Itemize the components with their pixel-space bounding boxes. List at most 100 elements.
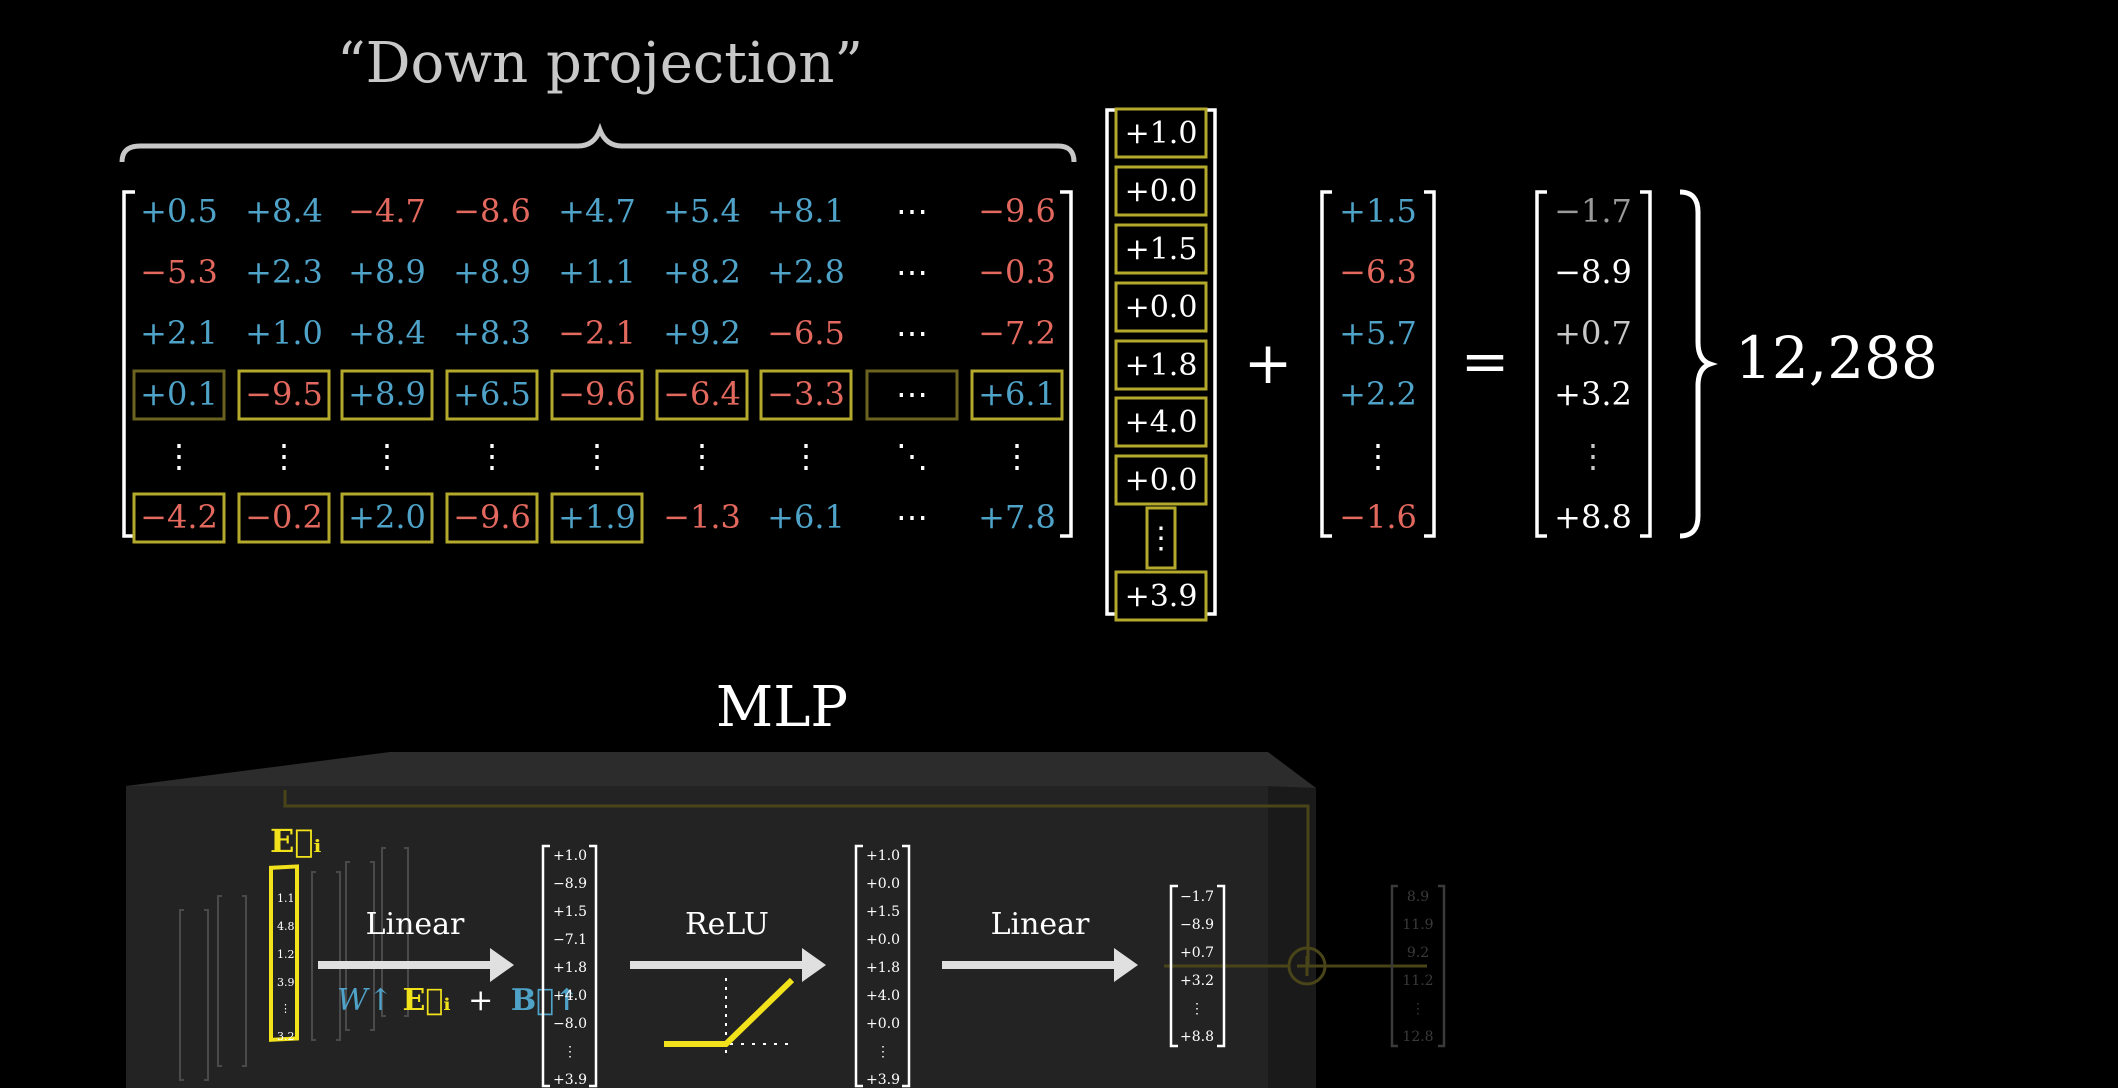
bias-right-bracket (1424, 190, 1436, 538)
mlp-vector-value: +0.0 (866, 1016, 900, 1032)
matrix-cell: ⋱ (896, 437, 928, 475)
linear1-label: Linear (366, 907, 465, 942)
bias-left-bracket (1320, 190, 1332, 538)
mlp-vector-3: −1.7 −8.9 +0.7 +3.2 ⋮ +8.8 (1180, 889, 1214, 1045)
matrix-cell: +5.4 (663, 192, 741, 230)
matrix-cell: −3.3 (767, 375, 845, 413)
svg-text:1.1: 1.1 (277, 892, 295, 905)
mlp-vector-2: +1.0 +0.0 +1.5 +0.0 +1.8 +4.0 +0.0 ⋮ +3.9 (866, 848, 900, 1088)
matrix-cell: −9.5 (245, 375, 323, 413)
result-value: −1.7 (1554, 192, 1632, 230)
hidden-value: +4.0 (1125, 405, 1198, 440)
mlp-vector-value: +1.0 (866, 848, 900, 864)
matrix-cell: +8.4 (348, 314, 426, 352)
hidden-cell-box (1114, 396, 1208, 448)
matrix-cell: ⋮ (476, 437, 508, 475)
linear1-arrow-head (490, 948, 514, 982)
matrix-cell: +2.1 (140, 314, 218, 352)
mlp-box-side (1268, 786, 1316, 1088)
mlp-vector-value: +1.8 (553, 960, 587, 976)
embedding-column-values: 1.1 4.8 1.2 3.9 ⋮ 3.2 (277, 892, 295, 1043)
mlp-title: MLP (716, 675, 848, 740)
hidden-vector-right-bracket (1205, 108, 1217, 616)
hidden-cell-box (1114, 223, 1208, 275)
matrix-cell: +6.1 (767, 498, 845, 536)
mlp-vector-value: +8.8 (1180, 1029, 1214, 1045)
mlp-vector-value: +4.0 (866, 988, 900, 1004)
matrix-cell: +7.8 (978, 498, 1056, 536)
dimension-label: 12,288 (1735, 324, 1938, 392)
matrix-cell: +8.9 (453, 253, 531, 291)
mlp-vector-value: ⋮ (563, 1044, 577, 1060)
hidden-value: +1.0 (1125, 116, 1198, 151)
bias-value: +5.7 (1339, 314, 1417, 352)
vec1-left-bracket (541, 844, 550, 1088)
matrix-cell-box (237, 492, 331, 544)
mlp-vector-value: +3.9 (553, 1072, 587, 1088)
matrix-cell: +8.2 (663, 253, 741, 291)
hidden-cell-box (1114, 339, 1208, 391)
hidden-cell-box (1114, 454, 1208, 506)
matrix-cell-box (340, 369, 434, 421)
result-value: ⋮ (1577, 437, 1609, 475)
svg-text:⋮: ⋮ (280, 1002, 291, 1015)
matrix-cell-box (132, 369, 226, 421)
matrix-cell: ⋮ (581, 437, 613, 475)
mlp-vector-value: +3.9 (866, 1072, 900, 1088)
hidden-value: +0.0 (1125, 463, 1198, 498)
vec1-right-bracket (589, 844, 598, 1088)
matrix-cell-box (550, 492, 644, 544)
linear2-label: Linear (991, 907, 1090, 942)
matrix-cell: +0.5 (140, 192, 218, 230)
bias-value: +1.5 (1339, 192, 1417, 230)
matrix-cell: +4.7 (558, 192, 636, 230)
matrix-cell: +2.0 (348, 498, 426, 536)
right-brace (1679, 189, 1718, 539)
bias-value: −6.3 (1339, 253, 1417, 291)
hidden-cell-box (1114, 570, 1208, 622)
result-left-bracket (1535, 190, 1547, 538)
matrix-cell: −6.4 (663, 375, 741, 413)
hidden-cell-box (1114, 107, 1208, 159)
matrix-cell: −5.3 (140, 253, 218, 291)
mlp-vector-value: ⋮ (876, 1044, 890, 1060)
result-value: +8.8 (1554, 498, 1632, 536)
top-brace (119, 122, 1077, 163)
matrix-cell: −2.1 (558, 314, 636, 352)
mlp-vector-value: +0.7 (1180, 945, 1214, 961)
matrix-cell-box (237, 369, 331, 421)
faded-vec-right-bracket (1438, 884, 1446, 1048)
matrix-cell: ⋯ (896, 253, 928, 291)
bias-value: −1.6 (1339, 498, 1417, 536)
mlp-box-front (126, 786, 1268, 1088)
hidden-value: +0.0 (1125, 290, 1198, 325)
mlp-vector-value: +4.0 (553, 988, 587, 1004)
embedding-label: E⃗ᵢ (270, 822, 322, 860)
matrix-cell: ⋮ (686, 437, 718, 475)
mlp-vector-value: 12.8 (1402, 1029, 1433, 1045)
vec3-right-bracket (1217, 884, 1226, 1048)
svg-text:4.8: 4.8 (277, 920, 295, 933)
faded-vec-left-bracket (1390, 884, 1398, 1048)
plus-operator: + (1244, 329, 1293, 397)
hidden-value: +3.9 (1125, 579, 1198, 614)
matrix-left-bracket (122, 190, 135, 538)
matrix-cell-box (655, 369, 749, 421)
hidden-vector: +1.0 +0.0 +1.5 +0.0 +1.8 +4.0 +0.0 ⋮ +3.9 (1114, 107, 1208, 622)
equals-operator: = (1461, 327, 1510, 395)
matrix-cell: +1.0 (245, 314, 323, 352)
result-vector: −1.7 −8.9 +0.7 +3.2 ⋮ +8.8 (1554, 192, 1632, 536)
relu-arrow-head (802, 948, 826, 982)
matrix-cell: ⋯ (896, 375, 928, 413)
mlp-vector-1: +1.0 −8.9 +1.5 −7.1 +1.8 +4.0 −8.0 ⋮ +3.9 (553, 848, 587, 1088)
result-right-bracket (1640, 190, 1652, 538)
linear1-formula: W↑ E⃗ᵢ + B⃗↑ (337, 983, 579, 1018)
matrix-cell: −9.6 (978, 192, 1056, 230)
matrix-cell: ⋮ (163, 437, 195, 475)
matrix-cell: +2.3 (245, 253, 323, 291)
bias-value: +2.2 (1339, 375, 1417, 413)
svg-text:3.9: 3.9 (277, 976, 295, 989)
mlp-vector-value: +0.0 (866, 876, 900, 892)
mlp-vector-value: −7.1 (553, 932, 587, 948)
